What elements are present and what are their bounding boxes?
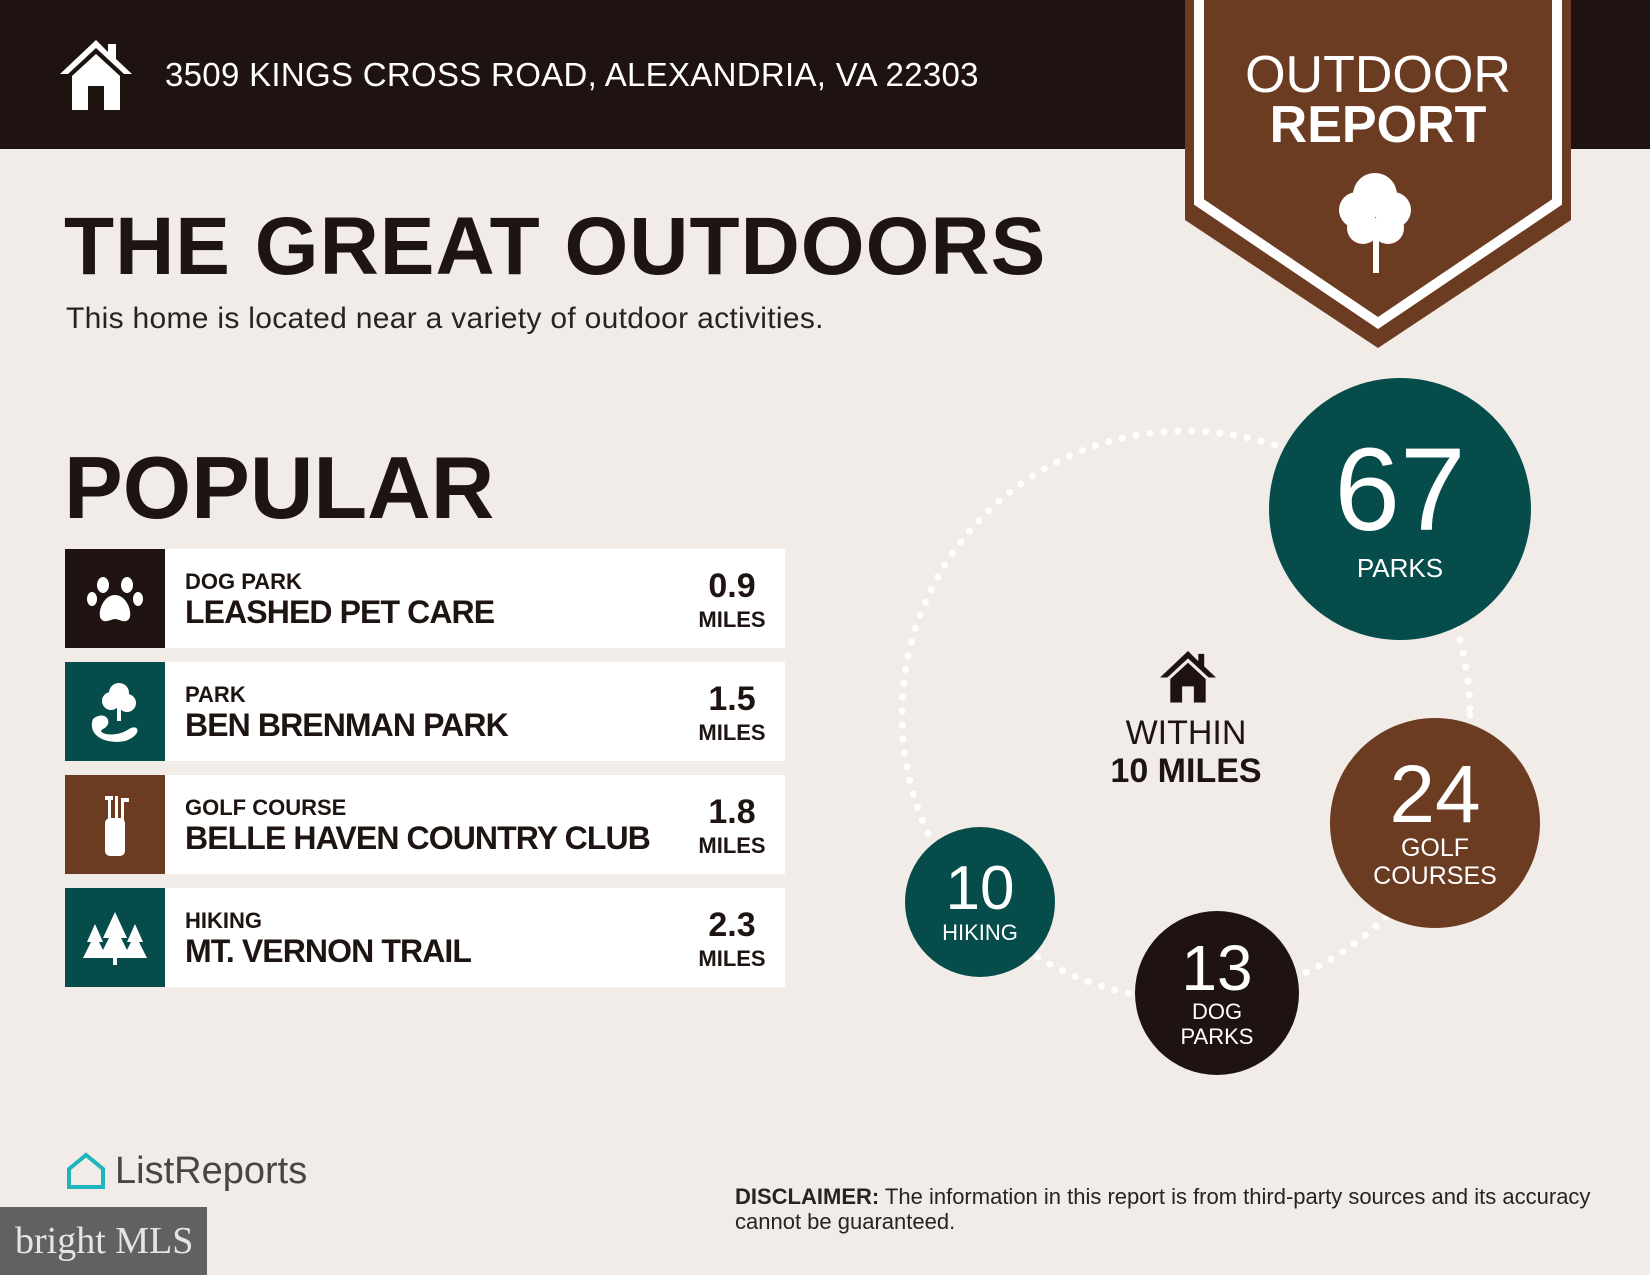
item-distance-unit: MILES xyxy=(698,946,766,971)
house-icon xyxy=(60,40,132,110)
item-category: GOLF COURSE xyxy=(185,795,347,820)
popular-item: PARK BEN BRENMAN PARK 1.5 MILES xyxy=(65,662,785,761)
item-distance-unit: MILES xyxy=(698,607,766,632)
stat-parks: 67 PARKS xyxy=(1269,378,1531,640)
stat-dog-parks: 13 DOG PARKS xyxy=(1135,911,1299,1075)
paw-icon xyxy=(65,549,165,648)
property-address: 3509 KINGS CROSS ROAD, ALEXANDRIA, VA 22… xyxy=(165,56,979,93)
item-distance: 1.5 xyxy=(708,680,756,718)
within-distance: 10 MILES xyxy=(1110,752,1262,790)
park-icon xyxy=(65,662,165,761)
item-distance: 1.8 xyxy=(708,793,756,831)
item-name: MT. VERNON TRAIL xyxy=(185,933,472,969)
page-title: THE GREAT OUTDOORS xyxy=(64,201,1047,292)
badge-line2: REPORT xyxy=(1269,96,1487,154)
item-name: BELLE HAVEN COUNTRY CLUB xyxy=(185,820,651,856)
item-distance-unit: MILES xyxy=(698,720,766,745)
outdoor-report-badge xyxy=(1185,0,1571,348)
page-subtitle: This home is located near a variety of o… xyxy=(66,302,824,335)
item-distance-unit: MILES xyxy=(698,833,766,858)
stat-golf-courses: 24 GOLF COURSES xyxy=(1330,718,1540,928)
popular-item: GOLF COURSE BELLE HAVEN COUNTRY CLUB 1.8… xyxy=(65,775,785,874)
item-distance: 0.9 xyxy=(708,567,756,605)
home-icon xyxy=(1160,650,1216,703)
item-category: HIKING xyxy=(185,908,262,933)
popular-item: HIKING MT. VERNON TRAIL 2.3 MILES xyxy=(65,888,785,987)
item-name: LEASHED PET CARE xyxy=(185,594,495,630)
pine-trees-icon xyxy=(65,888,165,987)
disclaimer: DISCLAIMER: The information in this repo… xyxy=(735,1184,1591,1234)
listreports-logo: ListReports xyxy=(65,1148,307,1194)
item-name: BEN BRENMAN PARK xyxy=(185,707,509,743)
within-label: WITHIN xyxy=(1125,714,1247,752)
popular-heading: POPULAR xyxy=(64,438,495,537)
popular-item: DOG PARK LEASHED PET CARE 0.9 MILES xyxy=(65,549,785,648)
bright-mls-logo: bright MLS xyxy=(0,1207,207,1275)
stat-hiking: 10 HIKING xyxy=(905,827,1055,977)
golf-bag-icon xyxy=(65,775,165,874)
tree-icon xyxy=(1339,173,1411,273)
item-category: PARK xyxy=(185,682,246,707)
item-category: DOG PARK xyxy=(185,569,302,594)
item-distance: 2.3 xyxy=(708,906,756,944)
badge-line1: OUTDOOR xyxy=(1245,46,1511,104)
